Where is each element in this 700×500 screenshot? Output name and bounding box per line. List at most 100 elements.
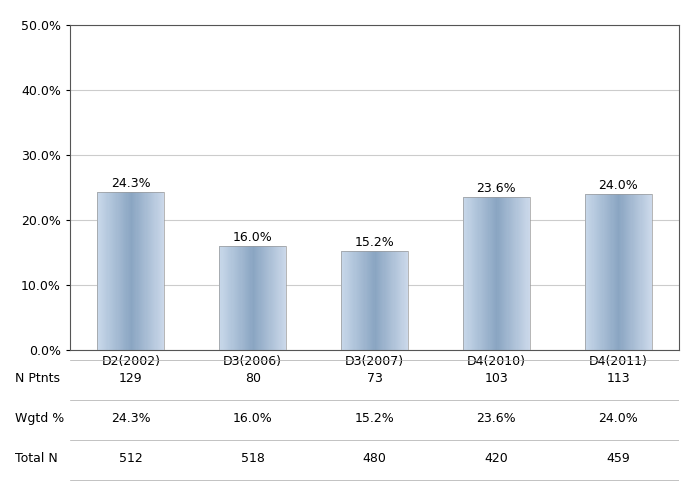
Bar (113, 192, 114, 350)
Bar (363, 251, 365, 350)
Bar (348, 251, 349, 350)
Bar (489, 196, 491, 350)
Bar (627, 194, 628, 350)
Bar (271, 246, 272, 350)
Bar (637, 194, 638, 350)
Bar (639, 194, 640, 350)
Bar (114, 192, 116, 350)
Bar (236, 246, 237, 350)
Bar (406, 251, 407, 350)
Bar (153, 192, 154, 350)
Bar (341, 251, 408, 350)
Bar (158, 192, 159, 350)
Bar (598, 194, 599, 350)
Bar (372, 251, 373, 350)
Bar (403, 251, 405, 350)
Bar (389, 251, 390, 350)
Bar (281, 246, 283, 350)
Bar (387, 251, 388, 350)
Bar (105, 192, 106, 350)
Bar (504, 196, 505, 350)
Bar (219, 246, 286, 350)
Bar (97, 192, 99, 350)
Bar (633, 194, 634, 350)
Bar (606, 194, 607, 350)
Text: 23.6%: 23.6% (477, 182, 516, 194)
Bar (370, 251, 371, 350)
Bar (395, 251, 397, 350)
Bar (635, 194, 636, 350)
Bar (386, 251, 387, 350)
Bar (346, 251, 348, 350)
Bar (592, 194, 594, 350)
Bar (151, 192, 152, 350)
Bar (399, 251, 400, 350)
Bar (160, 192, 161, 350)
Bar (228, 246, 230, 350)
Bar (285, 246, 286, 350)
Bar (101, 192, 102, 350)
Bar (487, 196, 489, 350)
Bar (528, 196, 530, 350)
Bar (382, 251, 384, 350)
Bar (473, 196, 474, 350)
Bar (251, 246, 253, 350)
Bar (349, 251, 350, 350)
Bar (270, 246, 271, 350)
Bar (116, 192, 118, 350)
Bar (274, 246, 275, 350)
Bar (220, 246, 221, 350)
Bar (103, 192, 104, 350)
Bar (485, 196, 486, 350)
Bar (513, 196, 514, 350)
Bar (466, 196, 468, 350)
Bar (234, 246, 236, 350)
Bar (142, 192, 144, 350)
Bar (617, 194, 618, 350)
Bar (614, 194, 615, 350)
Bar (618, 194, 620, 350)
Bar (628, 194, 629, 350)
Bar (362, 251, 363, 350)
Bar (125, 192, 127, 350)
Bar (102, 192, 103, 350)
Bar (472, 196, 473, 350)
Bar (350, 251, 351, 350)
Bar (609, 194, 610, 350)
Bar (379, 251, 380, 350)
Bar (380, 251, 382, 350)
Bar (155, 192, 157, 350)
Bar (154, 192, 155, 350)
Text: 73: 73 (367, 372, 382, 385)
Bar (133, 192, 134, 350)
Bar (127, 192, 129, 350)
Bar (341, 251, 342, 350)
Bar (498, 196, 500, 350)
Bar (244, 246, 245, 350)
Text: 24.0%: 24.0% (598, 412, 638, 425)
Bar (401, 251, 402, 350)
Bar (120, 192, 121, 350)
Bar (241, 246, 243, 350)
Bar (603, 194, 605, 350)
Bar (277, 246, 279, 350)
Bar (600, 194, 601, 350)
Bar (267, 246, 268, 350)
Bar (463, 196, 464, 350)
Bar (163, 192, 164, 350)
Bar (118, 192, 120, 350)
Bar (266, 246, 267, 350)
Text: 80: 80 (245, 372, 260, 385)
Bar (273, 246, 274, 350)
Bar (599, 194, 600, 350)
Bar (522, 196, 523, 350)
Text: 459: 459 (606, 452, 630, 464)
Bar (243, 246, 244, 350)
Bar (584, 194, 586, 350)
Text: 480: 480 (363, 452, 386, 464)
Text: 420: 420 (484, 452, 508, 464)
Bar (148, 192, 149, 350)
Bar (141, 192, 142, 350)
Bar (223, 246, 224, 350)
Bar (230, 246, 232, 350)
